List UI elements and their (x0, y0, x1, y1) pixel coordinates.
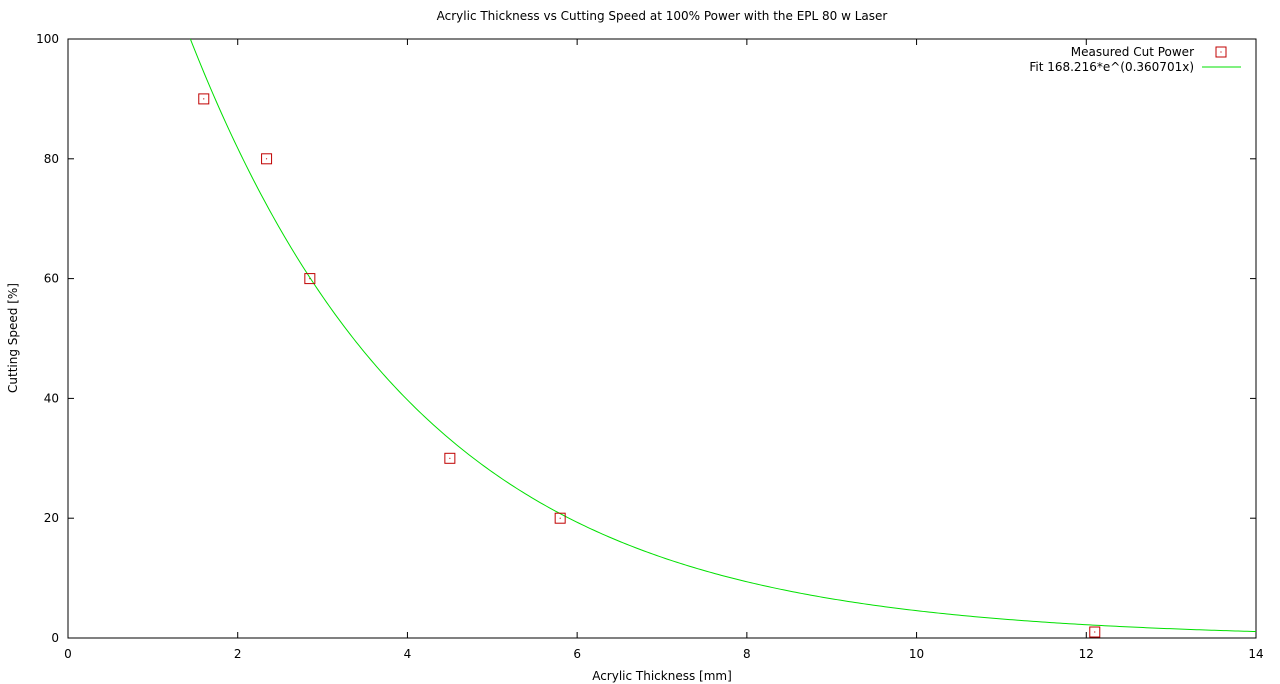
y-tick-label: 60 (44, 272, 59, 286)
data-point-center-2 (309, 278, 311, 280)
plot-frame (67, 38, 1257, 639)
data-point-center-5 (1094, 631, 1096, 633)
x-tick-label: 10 (909, 647, 924, 661)
legend-marker-measured-dot (1220, 51, 1222, 53)
y-axis-ticks: 0 20 40 60 80 100 (36, 32, 1256, 645)
data-point-4 (554, 512, 566, 524)
data-point-center-0 (203, 98, 205, 100)
y-tick-label: 80 (44, 152, 59, 166)
x-tick-label: 14 (1248, 647, 1263, 661)
x-tick-label: 12 (1079, 647, 1094, 661)
legend-label-measured: Measured Cut Power (1071, 45, 1194, 59)
y-tick-label: 40 (44, 391, 59, 405)
data-point-5 (1089, 626, 1101, 638)
y-tick-label: 0 (51, 631, 59, 645)
data-point-center-3 (449, 457, 451, 459)
fit-curve-layer (189, 39, 1256, 633)
chart-title: Acrylic Thickness vs Cutting Speed at 10… (437, 9, 888, 23)
x-tick-label: 2 (234, 647, 242, 661)
fit-curve (189, 39, 1256, 633)
x-tick-label: 8 (743, 647, 751, 661)
data-point-0 (198, 93, 210, 105)
data-point-3 (444, 452, 456, 464)
legend-label-fit: Fit 168.216*e^(0.360701x) (1029, 60, 1194, 74)
data-point-center-4 (559, 517, 561, 519)
y-tick-label: 20 (44, 511, 59, 525)
x-tick-label: 6 (573, 647, 581, 661)
data-point-1 (261, 153, 273, 165)
x-tick-label: 4 (404, 647, 412, 661)
legend: Measured Cut Power Fit 168.216*e^(0.3607… (1029, 45, 1241, 74)
y-axis-label: Cutting Speed [%] (6, 283, 20, 393)
x-tick-label: 0 (64, 647, 72, 661)
x-axis-ticks: 0 2 4 6 8 10 12 14 (64, 39, 1264, 661)
data-point-center-1 (265, 158, 268, 160)
data-point-2 (304, 273, 316, 285)
x-axis-label: Acrylic Thickness [mm] (592, 669, 732, 683)
measured-points-layer (198, 93, 1101, 638)
plot-area: 0 2 4 6 8 10 12 14 0 20 40 60 80 100 (36, 32, 1264, 661)
y-tick-label: 100 (36, 32, 59, 46)
legend-marker-measured (1215, 46, 1227, 58)
